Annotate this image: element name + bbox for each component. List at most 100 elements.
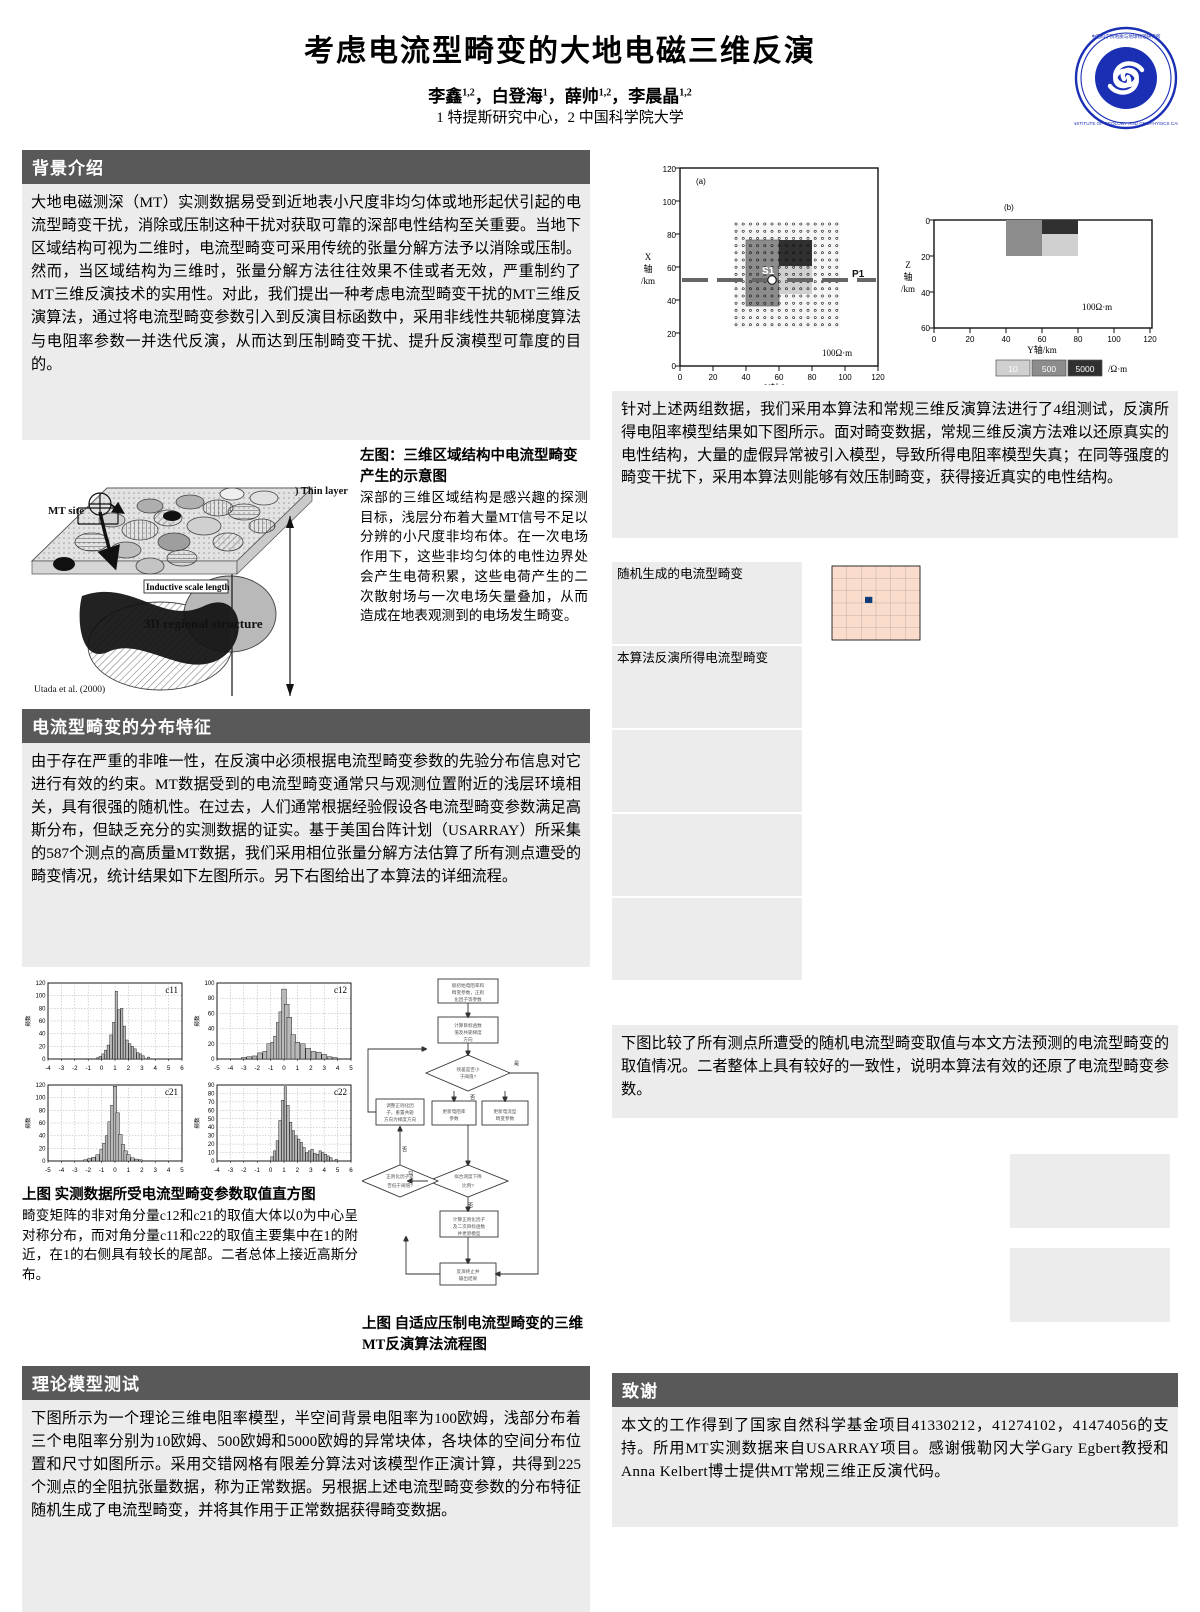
chart-hist-c12: -5 -4 -3 -2 -1 0 1 2 3 4 5 0 20 40 60 80 100 c12 频数 [191, 975, 357, 1075]
svg-text:计算正则化因子: 计算正则化因子 [453, 1216, 486, 1223]
slice-row-notes: 随机生成的电流型畸变 本算法反演所得电流型畸变 [612, 544, 802, 1019]
svg-text:60: 60 [208, 1011, 215, 1017]
svg-text:80: 80 [39, 1006, 46, 1012]
svg-text:X: X [645, 252, 652, 262]
svg-text:40: 40 [742, 373, 751, 382]
author-2-sup: 1,2 [598, 87, 612, 99]
svg-text:于阈值?: 于阈值? [460, 1073, 477, 1080]
svg-text:0: 0 [282, 1065, 286, 1072]
svg-text:0: 0 [42, 1159, 46, 1165]
svg-text:c11: c11 [165, 985, 178, 995]
section-body-distribution: 由于存在严重的非唯一性，在反演中必须根据电流型畸变参数的先验分布信息对它进行有效… [22, 743, 590, 967]
svg-text:120: 120 [35, 981, 46, 987]
svg-text:100: 100 [204, 981, 215, 987]
svg-text:-2: -2 [254, 1065, 260, 1072]
svg-text:-3: -3 [228, 1167, 234, 1174]
panel-a-label: (a) [696, 177, 706, 186]
svg-text:60: 60 [667, 264, 676, 273]
svg-text:90: 90 [208, 1083, 215, 1089]
svg-text:5000: 5000 [1076, 364, 1095, 374]
svg-text:80: 80 [1074, 335, 1083, 344]
svg-text:100: 100 [35, 994, 46, 1000]
svg-text:频数: 频数 [193, 1117, 201, 1129]
author-0-name: 李鑫 [428, 87, 463, 106]
svg-text:0: 0 [926, 217, 931, 226]
svg-text:4: 4 [336, 1065, 340, 1072]
svg-text:-1: -1 [99, 1167, 105, 1174]
svg-text:80: 80 [208, 996, 215, 1002]
inductive-scale-label: Inductive scale length [146, 582, 230, 592]
svg-text:调整正则化因: 调整正则化因 [386, 1102, 414, 1109]
cmatrix-note-0 [1010, 1154, 1170, 1228]
svg-text:2: 2 [140, 1167, 144, 1174]
svg-text:计算目标函数: 计算目标函数 [454, 1022, 482, 1029]
svg-text:500: 500 [1042, 364, 1056, 374]
svg-text:20: 20 [208, 1142, 215, 1148]
svg-text:频数: 频数 [24, 1117, 32, 1129]
schematic-figure-block: MT site ) Thin layer 3D regional structu… [22, 446, 590, 701]
svg-text:残差是否小: 残差是否小 [457, 1066, 480, 1073]
svg-text:120: 120 [35, 1083, 46, 1089]
page-title: 考虑电流型畸变的大地电磁三维反演 [304, 35, 816, 68]
svg-text:2: 2 [127, 1065, 131, 1072]
svg-text:更新电流型: 更新电流型 [494, 1108, 517, 1115]
panel-b-xlabel: Y轴/km [1027, 344, 1057, 355]
cmatrix-grid [612, 1122, 1004, 1365]
svg-text:2: 2 [296, 1167, 300, 1174]
svg-text:-2: -2 [241, 1167, 247, 1174]
panel-b-ylabel: Z轴/km [901, 260, 915, 294]
chart-hist-c21: -5 -4 -3 -2 -1 0 1 2 3 4 5 0 20 40 60 80 100 120 c21 频数 [22, 1077, 188, 1177]
panel-a-ylabel: X轴/km [641, 252, 655, 286]
svg-text:c22: c22 [334, 1087, 347, 1097]
svg-text:3: 3 [322, 1065, 326, 1072]
mt-site-label: MT site [48, 505, 84, 517]
svg-text:20: 20 [921, 253, 930, 262]
svg-text:-5: -5 [45, 1167, 51, 1174]
svg-text:-2: -2 [72, 1065, 78, 1072]
svg-text:40: 40 [208, 1027, 215, 1033]
svg-text:60: 60 [921, 324, 930, 333]
slice-note-2 [612, 730, 802, 812]
section-body-theory: 下图所示为一个理论三维电阻率模型，半空间背景电阻率为100欧姆，浅部分布着三个电… [22, 1400, 590, 1612]
svg-text:20: 20 [966, 335, 975, 344]
author-list: 李鑫1,2，白登海1，薛帅1,2，李晨晶1,2 [428, 87, 692, 106]
svg-text:拟合测度下降: 拟合测度下降 [454, 1173, 482, 1180]
author-0-sup: 1,2 [462, 87, 475, 99]
svg-text:轴: 轴 [643, 263, 652, 274]
author-2-name: 薛帅 [564, 87, 599, 106]
panel-a-xlabel: Y轴/km [764, 382, 794, 385]
svg-text:4: 4 [167, 1167, 171, 1174]
svg-text:中国科学院地质与地球物理研究所: 中国科学院地质与地球物理研究所 [1092, 33, 1161, 40]
svg-text:Z: Z [905, 260, 911, 270]
svg-text:方向为梯度方向: 方向为梯度方向 [384, 1116, 417, 1123]
svg-text:20: 20 [39, 1044, 46, 1050]
slice-panel-grid [802, 544, 1178, 1019]
svg-text:100: 100 [838, 373, 852, 382]
svg-text:10: 10 [208, 1151, 215, 1157]
svg-text:100: 100 [1107, 335, 1121, 344]
slice-note-4 [612, 898, 802, 980]
slice-note-1: 本算法反演所得电流型畸变 [612, 646, 802, 728]
svg-text:-3: -3 [72, 1167, 78, 1174]
svg-text:反演终止并: 反演终止并 [457, 1268, 480, 1275]
theoretical-model-figure: (a) S1 S1 P1 10 [612, 150, 1178, 393]
histogram-grid: -4 -3 -2 -1 0 1 2 3 4 5 6 0 20 40 60 80 100 120 c11 频数 -5 -4… [22, 975, 358, 1177]
svg-text:80: 80 [39, 1108, 46, 1114]
svg-text:只: 只 [408, 1170, 413, 1177]
svg-text:60: 60 [39, 1019, 46, 1025]
svg-text:频数: 频数 [193, 1015, 201, 1027]
svg-text:120: 120 [663, 165, 677, 174]
svg-text:是: 是 [514, 1060, 519, 1067]
svg-text:5: 5 [180, 1167, 184, 1174]
svg-text:频数: 频数 [24, 1015, 32, 1027]
svg-text:80: 80 [808, 373, 817, 382]
svg-text:及二次目标函数: 及二次目标函数 [453, 1223, 486, 1230]
svg-text:40: 40 [39, 1032, 46, 1038]
panel-b-label: (b) [1004, 203, 1014, 212]
histogram-caption-title: 上图 实测数据所受电流型畸变参数取值直方图 [22, 1187, 316, 1203]
distortion-matrices-figure [612, 1122, 1178, 1365]
svg-text:-1: -1 [85, 1065, 91, 1072]
svg-text:S1: S1 [762, 266, 775, 277]
svg-text:参数: 参数 [449, 1115, 459, 1122]
